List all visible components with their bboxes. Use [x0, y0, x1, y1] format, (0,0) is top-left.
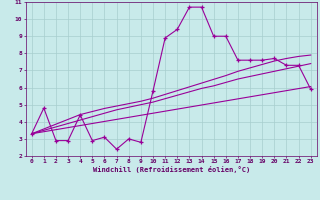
- X-axis label: Windchill (Refroidissement éolien,°C): Windchill (Refroidissement éolien,°C): [92, 166, 250, 173]
